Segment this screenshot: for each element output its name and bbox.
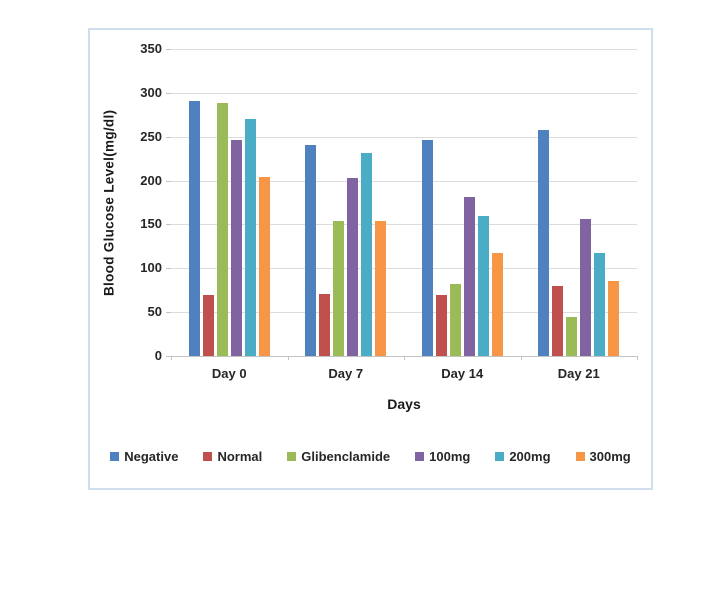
y-axis-tick-mark	[166, 268, 171, 270]
bar-group-day-7	[288, 49, 405, 356]
y-axis-tick-mark	[166, 92, 171, 94]
chart-container: Blood Glucose Level(mg/dl) 0 50 100 150 200 2…	[88, 28, 653, 490]
bar-negative-day-0	[188, 101, 200, 356]
bar-normal-day-7	[319, 294, 331, 356]
bar-group-day-0	[171, 49, 288, 356]
gridline-y300	[171, 92, 637, 94]
x-axis-tick-mark	[520, 356, 522, 360]
legend-label: Negative	[124, 449, 179, 464]
bar-200mg-day-0	[244, 119, 256, 356]
legend-label: Glibenclamide	[301, 449, 391, 464]
legend: Negative Normal Glibenclamide 100mg 200mg 300…	[90, 449, 651, 464]
y-tick-label-300: 300	[140, 84, 162, 100]
y-tick-label-0: 0	[154, 348, 162, 363]
bar-300mg-day-0	[258, 177, 270, 356]
legend-label: Normal	[217, 449, 263, 464]
y-axis-tick-mark	[166, 49, 171, 50]
legend-item-normal: Normal	[203, 449, 262, 464]
y-axis-tick-mark	[166, 224, 171, 226]
bar-negative-day-14	[421, 140, 433, 356]
x-axis-title: Days	[387, 396, 421, 412]
bar-200mg-day-7	[361, 153, 373, 356]
bar-normal-day-21	[552, 286, 564, 356]
plot-area	[166, 49, 638, 360]
legend-label: 200mg	[509, 449, 551, 464]
gridline-y150	[171, 224, 637, 226]
x-tick-label-day-14: Day 14	[441, 366, 484, 381]
x-axis-tick-mark	[637, 356, 638, 360]
bar-negative-day-21	[538, 130, 550, 356]
bar-300mg-day-21	[608, 281, 620, 356]
y-axis-tick-mark	[166, 180, 171, 182]
bar-300mg-day-14	[491, 253, 503, 356]
legend-swatch-icon	[495, 452, 505, 461]
legend-swatch-icon	[575, 452, 585, 461]
legend-swatch-icon	[110, 452, 120, 461]
bar-group-day-21	[521, 49, 638, 356]
legend-item-negative: Negative	[110, 449, 178, 464]
y-tick-label-250: 250	[140, 128, 162, 144]
x-axis-tick-mark	[171, 356, 172, 360]
bars-layer	[171, 49, 637, 356]
bar-100mg-day-21	[580, 219, 592, 356]
bar-glibenclamide-day-21	[566, 317, 578, 356]
gridline-y200	[171, 180, 637, 182]
x-axis-tick-mark	[287, 356, 289, 360]
bar-100mg-day-0	[230, 140, 242, 356]
legend-item-300mg: 300mg	[575, 449, 631, 464]
y-tick-label-100: 100	[140, 260, 162, 276]
bar-200mg-day-14	[477, 216, 489, 356]
x-tick-label-day-0: Day 0	[211, 366, 247, 381]
bar-100mg-day-14	[463, 197, 475, 356]
bar-negative-day-7	[305, 145, 317, 356]
legend-label: 300mg	[589, 449, 631, 464]
legend-item-200mg: 200mg	[495, 449, 551, 464]
bar-normal-day-14	[435, 295, 447, 356]
gridline-y250	[171, 136, 637, 138]
legend-label: 100mg	[429, 449, 471, 464]
y-tick-label-350: 350	[140, 41, 162, 56]
y-tick-label-150: 150	[140, 216, 162, 232]
legend-swatch-icon	[203, 452, 213, 461]
bar-glibenclamide-day-7	[333, 221, 345, 356]
y-axis-tick-mark	[166, 356, 171, 357]
y-axis-tick-mark	[166, 312, 171, 314]
bar-100mg-day-7	[347, 178, 359, 356]
x-tick-label-day-21: Day 21	[557, 366, 600, 381]
bar-200mg-day-21	[594, 253, 606, 356]
bar-glibenclamide-day-14	[449, 284, 461, 356]
legend-item-100mg: 100mg	[415, 449, 470, 464]
y-tick-label-200: 200	[140, 172, 162, 188]
gridline-y50	[171, 312, 637, 314]
legend-item-glibenclamide: Glibenclamide	[287, 449, 390, 464]
bar-group-day-14	[404, 49, 521, 356]
y-axis-tick-mark	[166, 136, 171, 138]
y-tick-label-50: 50	[147, 304, 162, 320]
bar-normal-day-0	[202, 295, 214, 356]
legend-swatch-icon	[415, 452, 425, 461]
x-axis-tick-labels: Day 0 Day 7 Day 14 Day 21	[171, 366, 637, 381]
bar-300mg-day-7	[375, 221, 387, 356]
x-tick-label-day-7: Day 7	[328, 366, 364, 381]
gridline-y350	[171, 49, 637, 50]
gridline-y100	[171, 268, 637, 270]
legend-swatch-icon	[287, 452, 297, 461]
bar-glibenclamide-day-0	[216, 103, 228, 356]
x-axis-tick-mark	[404, 356, 405, 360]
